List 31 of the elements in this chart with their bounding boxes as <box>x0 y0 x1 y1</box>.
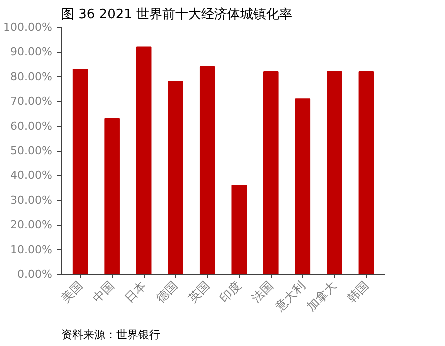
x-tick-label: 中国 <box>90 278 118 306</box>
y-tick-label: 90.00% <box>10 46 53 59</box>
x-tick-label: 英国 <box>186 278 213 306</box>
x-tick-label: 印度 <box>217 278 244 306</box>
y-tick-label: 40.00% <box>10 169 53 182</box>
bar <box>295 98 311 274</box>
bar <box>232 185 248 274</box>
y-tick-label: 0.00% <box>18 268 53 281</box>
chart-title: 图 36 2021 世界前十大经济体城镇化率 <box>62 6 293 22</box>
bar <box>358 71 374 274</box>
x-tick-label: 德国 <box>154 278 181 306</box>
x-tick-label: 法国 <box>249 278 276 306</box>
y-tick-label: 80.00% <box>10 70 53 84</box>
bar <box>168 81 184 274</box>
y-tick-label: 60.00% <box>10 120 53 133</box>
y-tick-label: 50.00% <box>10 144 53 158</box>
bar <box>327 71 342 274</box>
bar <box>104 118 120 274</box>
bar <box>264 71 279 274</box>
bar <box>136 46 152 274</box>
y-tick-label: 70.00% <box>10 95 53 108</box>
y-tick-label: 30.00% <box>10 194 53 207</box>
x-tick-label: 韩国 <box>344 278 372 306</box>
x-tick-label: 美国 <box>58 278 86 306</box>
x-tick-label: 日本 <box>122 278 150 306</box>
y-tick-label: 100.00% <box>4 21 53 34</box>
y-tick-label: 10.00% <box>10 243 53 256</box>
bar <box>200 66 216 274</box>
y-tick-label: 20.00% <box>10 218 53 232</box>
bar <box>72 68 88 274</box>
text: 资料来源：世界银行 <box>62 328 160 342</box>
